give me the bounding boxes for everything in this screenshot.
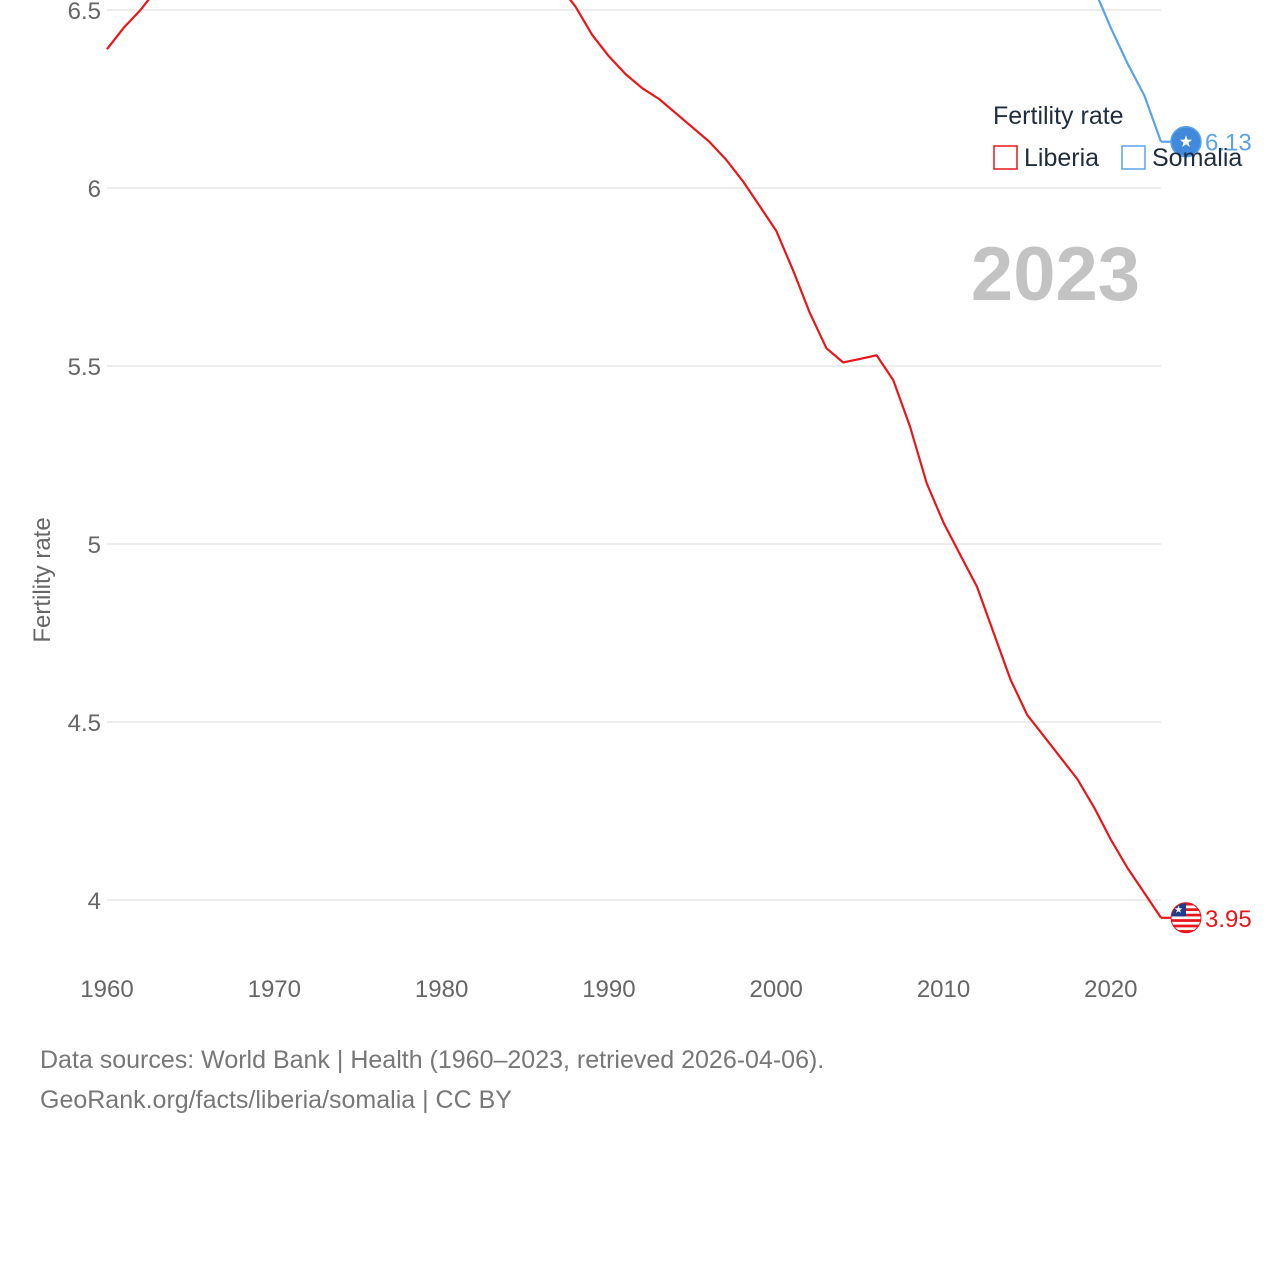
attribution-link[interactable]: GeoRank.org/facts/liberia/somalia | CC B… bbox=[40, 1086, 512, 1114]
x-tick-label-1960: 1960 bbox=[80, 976, 133, 1003]
x-axis-ticks: 1960 1970 1980 1990 2000 2010 2020 bbox=[80, 976, 1137, 1003]
series-lines bbox=[106, 0, 1163, 919]
x-tick-label-2010: 2010 bbox=[917, 976, 970, 1003]
somalia-flag-icon bbox=[1170, 125, 1202, 158]
series-line-liberia[interactable] bbox=[106, 0, 1162, 919]
x-tick-label-1980: 1980 bbox=[415, 976, 468, 1003]
y-tick-label-6.5: 6.5 bbox=[68, 0, 101, 25]
liberia-flag-icon bbox=[1170, 902, 1202, 934]
x-tick-label-2020: 2020 bbox=[1084, 976, 1137, 1003]
fertility-rate-chart: 44.555.566.577.5 19601970198019902000201… bbox=[29, 0, 1252, 1003]
y-tick-label-4: 4 bbox=[88, 888, 101, 915]
chart-footer: Data sources: World Bank | Health (1960–… bbox=[40, 1040, 824, 1120]
y-tick-label-4.5: 4.5 bbox=[68, 710, 101, 737]
end-value-label-liberia: 3.95 bbox=[1205, 906, 1252, 933]
legend-title: Fertility rate bbox=[993, 102, 1124, 130]
y-axis-title: Fertility rate bbox=[29, 517, 56, 642]
legend-label-somalia: Somalia bbox=[1152, 144, 1242, 172]
data-source-line: Data sources: World Bank | Health (1960–… bbox=[40, 1046, 825, 1074]
current-year-label: 2023 bbox=[971, 232, 1140, 317]
x-tick-label-1990: 1990 bbox=[582, 976, 635, 1003]
legend-label-liberia: Liberia bbox=[1024, 144, 1099, 172]
y-axis-ticks: 44.555.566.577.5 bbox=[68, 0, 101, 915]
y-tick-label-6: 6 bbox=[88, 176, 101, 203]
y-tick-label-5: 5 bbox=[88, 532, 101, 559]
legend-swatch-liberia bbox=[993, 145, 1018, 170]
series-endpoints: 3.95 6.13 bbox=[1161, 125, 1252, 934]
legend-swatch-somalia bbox=[1121, 145, 1146, 170]
x-tick-label-1970: 1970 bbox=[248, 976, 301, 1003]
legend-item-somalia[interactable]: Somalia bbox=[1121, 144, 1242, 172]
y-tick-label-5.5: 5.5 bbox=[68, 354, 101, 381]
x-tick-label-2000: 2000 bbox=[750, 976, 803, 1003]
legend-item-liberia[interactable]: Liberia bbox=[993, 144, 1099, 172]
end-value-label-somalia: 6.13 bbox=[1205, 130, 1252, 157]
gridlines bbox=[107, 9, 1161, 901]
